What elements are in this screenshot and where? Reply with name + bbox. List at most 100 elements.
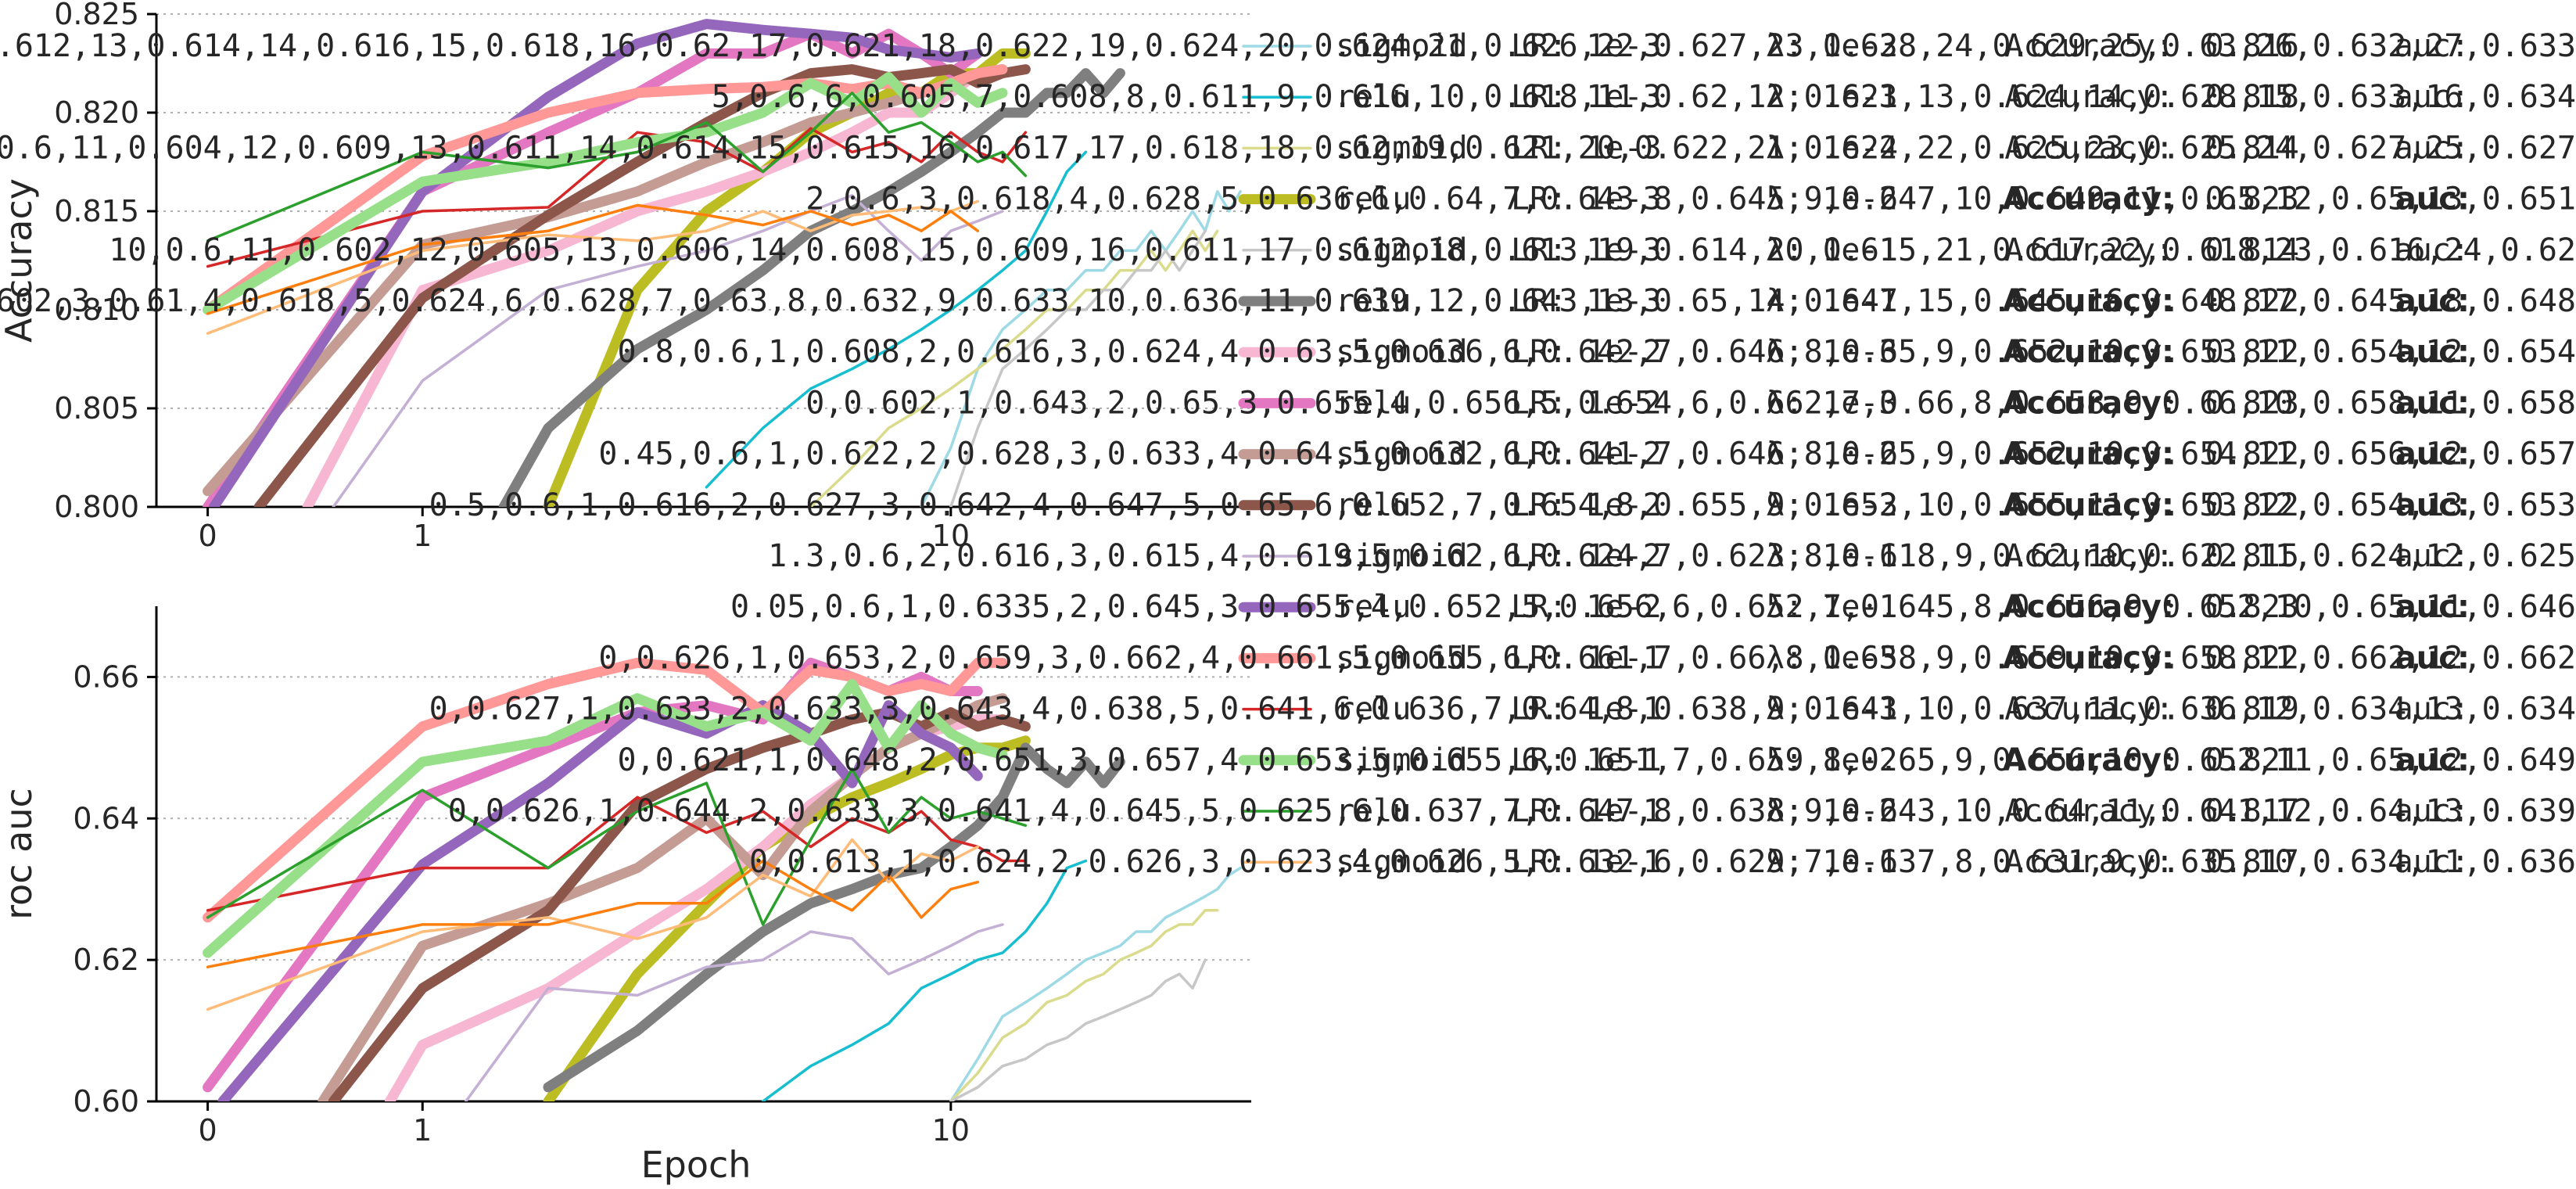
legend-accuracy-prefix: Accuracy: [2003,181,2174,217]
legend-auc-value: 10,0.6,11,0.602,12,0.605,13,0.606,14,0.6… [109,232,2576,268]
auc-panel: 0.60 0.62 0.64 0.66 0 1 10 roc auc Epoch [0,606,1251,1186]
legend-accuracy-value: 0.817 [2205,844,2299,880]
legend-entry: sigmoid LR: 1e-2 λ: 1e-1 Accuracy: 0.815 auc:… [768,538,2576,574]
y-tick-label: 0.815 [54,194,139,228]
series-line-sigmoid-lr1e-2-l1e-1 [464,923,1004,1101]
legend-auc-prefix: auc: [2395,589,2470,625]
legend-accuracy-prefix: Accuracy: [2004,232,2174,268]
series-line-relu-lr1e-1-l1e-3 [206,127,1028,268]
legend-activation: relu [1336,79,1411,115]
series-line-relu-lr1e-1-l1e-3 [206,796,1028,912]
legend-accuracy-value: 0.821 [2205,742,2299,778]
legend-lr: LR: 1e-3 [1511,79,1662,115]
legend-lambda: λ: 1e-2 [1766,742,1898,778]
legend-accuracy-prefix: Accuracy: [2003,283,2174,319]
legend-accuracy-prefix: Accuracy: [2003,334,2174,370]
series-line-extra-lrx-lx [206,203,980,315]
legend-auc-prefix: auc: [2395,691,2470,727]
legend-activation: relu [1336,487,1411,523]
legend-lr: LR: 1e-2 [1511,334,1662,370]
legend-entry: relu LR: 1e-3 λ: 1e-3 Accuracy: 0.818 auc:5,0… [712,79,2576,115]
series-line-sigmoid-lr1e-3-l1e-1 [949,958,1207,1101]
legend-lambda: λ: 1e-3 [1766,691,1898,727]
x-tick-label: 10 [932,519,970,553]
legend-lambda: λ: 1e-2 [1766,793,1898,829]
legend-accuracy-value: 0.823 [2205,181,2299,217]
y-tick-label: 0.66 [73,659,139,694]
legend-auc-value: 0,0.626,1,0.644,2,0.633,3,0.641,4,0.645,… [448,793,2576,829]
legend-lr: LR: 1e-1 [1511,793,1662,829]
legend-lambda: λ: 1e-2 [1766,487,1898,523]
legend-auc-value: 0.45,0.6,1,0.622,2,0.628,3,0.633,4,0.64,… [598,436,2576,472]
legend-lr: LR: 1e-3 [1511,232,1662,268]
legend-auc-prefix: auc: [2395,487,2470,523]
x-tick-label: 0 [198,519,217,553]
legend-entry: relu LR: 1e-2 λ: 1e-3 Accuracy: 0.823 auc:0,0… [805,385,2576,421]
legend-lambda: λ: 1e-1 [1766,232,1898,268]
legend-auc-value: 10,0.6,11,0.606,12,0.612,13,0.614,14,0.6… [0,28,2576,64]
legend-activation: sigmoid [1336,28,1468,64]
legend-accuracy-value: 0.816 [2205,28,2299,64]
legend-accuracy-value: 0.823 [2205,589,2299,625]
series-line-relu-lr1e-3-l1e-3 [705,150,1088,489]
legend-entry: sigmoid LR: 1e-2 λ: 1e-2 Accuracy: 0.822 auc:… [598,436,2576,472]
legend-accuracy-prefix: Accuracy: [2003,640,2174,676]
legend-accuracy-value: 0.822 [2205,487,2299,523]
legend-entry: relu LR: 1e-2 λ: 1e-1 Accuracy: 0.823 auc:0.0… [730,589,2576,625]
legend-accuracy-prefix: Accuracy: [2004,691,2174,727]
legend-lambda: λ: 1e-2 [1766,130,1898,166]
legend-auc-prefix: auc: [2395,385,2470,421]
series-line-sigmoid-lr1e-1-l1e-1 [206,199,980,335]
legend-accuracy-prefix: Accuracy: [2004,79,2174,115]
legend-accuracy-value: 0.818 [2205,79,2299,115]
legend-accuracy-prefix: Accuracy: [2004,793,2174,829]
legend-auc-prefix: auc: [2395,181,2470,217]
legend-activation: sigmoid [1336,640,1468,676]
series-line-sigmoid-lr1e-3-l1e-3 [949,866,1242,1101]
legend-accuracy-value: 0.823 [2205,385,2299,421]
x-tick-label: 1 [413,519,432,553]
legend-accuracy-prefix: Accuracy: [2003,385,2174,421]
series-line-sigmoid-lr1e-1-l1e-2 [203,679,1008,958]
legend-entry: relu LR: 1e-3 λ: 1e-1 Accuracy: 0.822 auc:2,0… [0,283,2576,319]
legend-activation: relu [1336,691,1411,727]
legend-lambda: λ: 1e-3 [1766,640,1898,676]
legend-lr: LR: 1e-1 [1511,691,1662,727]
legend-accuracy-prefix: Accuracy: [2004,28,2174,64]
series-line-sigmoid-lr1e-2-l1e-3 [302,68,1008,507]
legend-accuracy-value: 0.817 [2205,793,2299,829]
legend-auc-value: 5,0.6,6,0.605,7,0.608,8,0.611,9,0.616,10… [712,79,2576,115]
legend-auc-prefix: auc: [2395,742,2470,778]
legend: sigmoid LR: 1e-3 λ: 1e-3 Accuracy: 0.816 auc:… [0,28,2576,880]
legend-entry: relu LR: 1e-1 λ: 1e-3 Accuracy: 0.819 auc:0,0… [429,691,2576,727]
legend-entry: sigmoid LR: 1e-2 λ: 1e-3 Accuracy: 0.822 auc:… [617,334,2576,370]
y-tick-label: 0.62 [73,943,139,977]
legend-auc-prefix: auc: [2395,793,2470,829]
legend-lr: LR: 1e-3 [1511,28,1662,64]
legend-entry: sigmoid LR: 1e-1 λ: 1e-3 Accuracy: 0.822 auc:… [598,640,2576,676]
legend-auc-prefix: auc: [2395,334,2470,370]
legend-entry: sigmoid LR: 1e-3 λ: 1e-3 Accuracy: 0.816 auc:… [0,28,2576,64]
legend-accuracy-prefix: Accuracy: [2003,436,2174,472]
legend-auc-prefix: auc: [2395,130,2470,166]
legend-lambda: λ: 1e-1 [1766,844,1898,880]
legend-auc-value: 0,0.627,1,0.633,2,0.633,3,0.643,4,0.638,… [429,691,2576,727]
series-line-sigmoid-lr1e-3-l1e-1 [949,229,1207,507]
legend-lr: LR: 1e-2 [1511,487,1662,523]
legend-lambda: λ: 1e-1 [1766,589,1898,625]
legend-lr: LR: 1e-2 [1511,385,1662,421]
series-line-relu-lr1e-2-l1e-2 [328,707,1031,1101]
legend-auc-value: 1.3,0.6,2,0.616,3,0.615,4,0.619,5,0.62,6… [768,538,2576,574]
legend-lr: LR: 1e-1 [1511,844,1662,880]
legend-auc-value: 0,0.602,1,0.643,2,0.65,3,0.655,4,0.656,5… [805,385,2576,421]
legend-activation: sigmoid [1336,844,1468,880]
y-tick-label: 0.820 [54,95,139,130]
legend-entry: relu LR: 1e-2 λ: 1e-2 Accuracy: 0.822 auc:0.5… [429,487,2576,523]
legend-activation: sigmoid [1336,538,1468,574]
legend-activation: relu [1336,283,1411,319]
legend-lambda: λ: 1e-2 [1766,436,1898,472]
legend-auc-value: 0,0.621,1,0.648,2,0.651,3,0.657,4,0.653,… [617,742,2576,778]
legend-accuracy-prefix: Accuracy: [2004,538,2174,574]
legend-accuracy-value: 0.822 [2205,334,2299,370]
